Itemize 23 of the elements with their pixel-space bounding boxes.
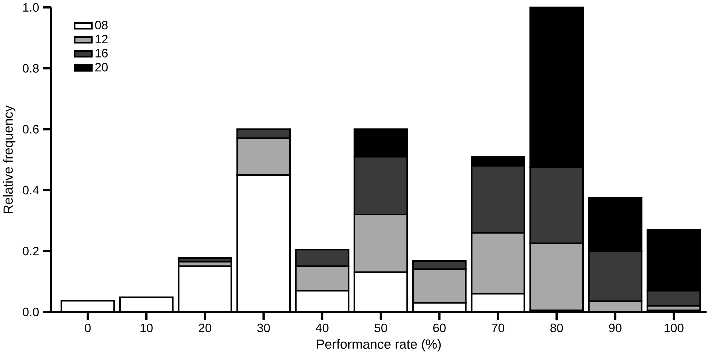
- x-tick-label: 100: [664, 324, 684, 332]
- x-tick-label: 90: [609, 324, 622, 332]
- legend-label: 12: [96, 35, 108, 44]
- y-tick-label: 0.8: [23, 64, 39, 73]
- x-tick-label: 0: [85, 324, 91, 332]
- legend-label: 16: [96, 49, 108, 58]
- x-tick-label: 80: [550, 324, 564, 332]
- x-tick-label: 20: [199, 324, 212, 332]
- legend-label: 08: [95, 21, 108, 30]
- x-tick-label: 30: [258, 324, 270, 332]
- y-tick-label: 0.6: [23, 125, 39, 134]
- x-tick-label: 50: [374, 324, 388, 332]
- y-tick-label: 0.4: [23, 186, 40, 195]
- legend-label: 20: [96, 63, 108, 72]
- y-tick-label: 1.0: [24, 3, 39, 12]
- x-tick-label: 60: [434, 324, 446, 332]
- x-tick-label: 10: [140, 324, 153, 332]
- y-tick-label: 0.2: [23, 247, 39, 256]
- x-axis-title: Performance rate (%): [317, 339, 441, 352]
- x-tick-label: 70: [492, 324, 505, 332]
- y-axis-title: Relative frequency: [3, 106, 16, 214]
- y-tick-label: 0.0: [23, 308, 39, 316]
- x-tick-label: 40: [316, 324, 329, 332]
